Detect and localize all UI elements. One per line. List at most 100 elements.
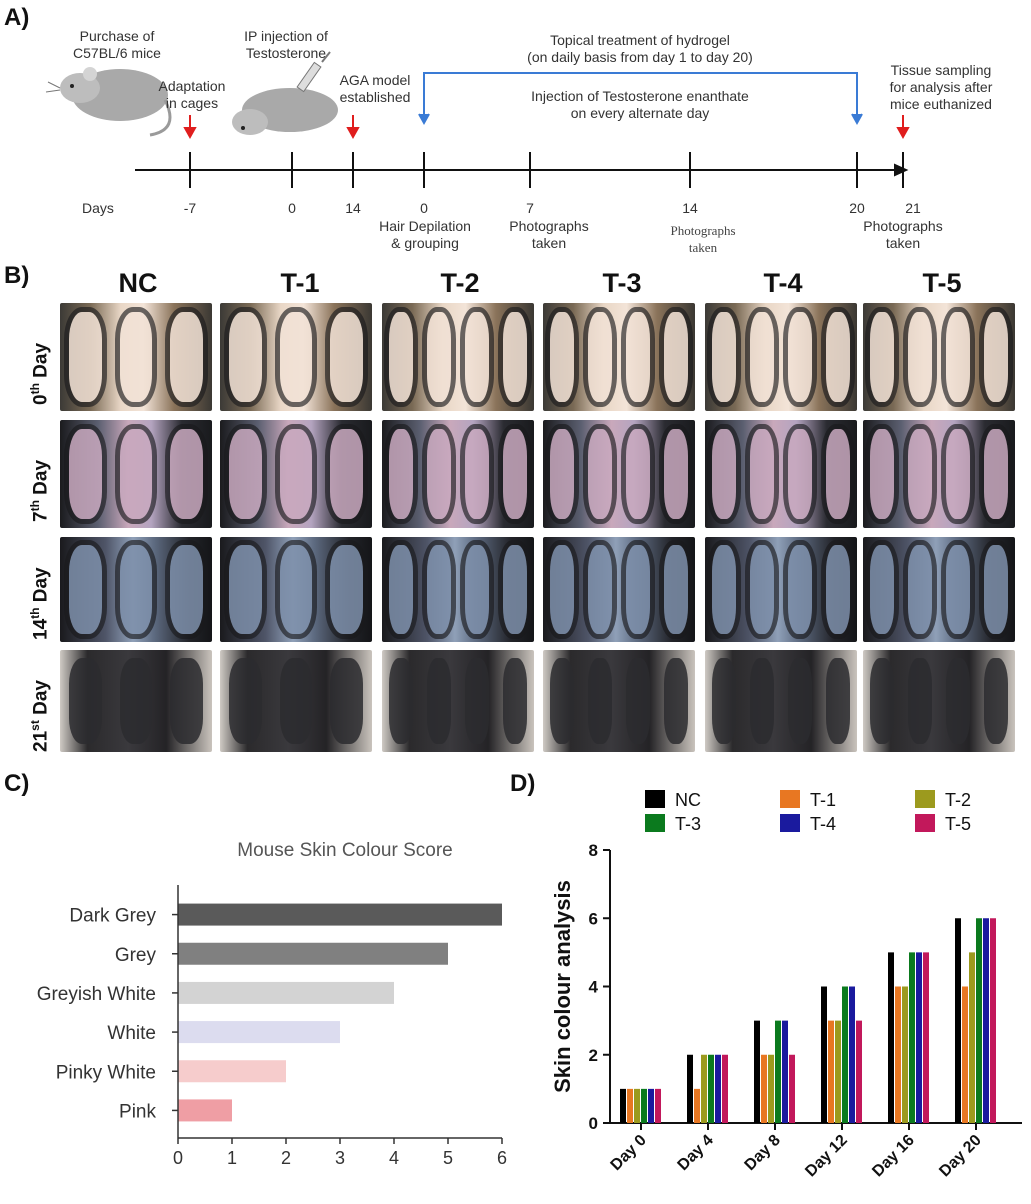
mouse-figure (502, 658, 528, 744)
category-label: Day 20 (936, 1132, 985, 1181)
legend-swatch (915, 814, 935, 832)
tick-label: 6 (589, 909, 598, 928)
mouse-photo (863, 650, 1015, 752)
tick-label: 5 (443, 1148, 453, 1168)
bar (722, 1054, 728, 1123)
mouse-figure (663, 428, 689, 520)
mouse-figure (983, 311, 1009, 403)
mouse-figure (625, 658, 651, 744)
bar (708, 1054, 714, 1123)
mouse-figure (229, 311, 262, 403)
bar (178, 942, 448, 965)
tick-label: 1 (227, 1148, 237, 1168)
bar (701, 1054, 707, 1123)
mouse-photo (60, 650, 212, 752)
mouse-photo (543, 650, 695, 752)
bar (955, 918, 961, 1123)
tick-label: 0 (420, 200, 428, 216)
mouse-figure (625, 545, 651, 634)
bar (821, 986, 827, 1123)
mouse-figure (464, 428, 490, 520)
mouse-figure (279, 311, 313, 403)
mouse-figure (119, 428, 153, 520)
mouse-figure (787, 545, 813, 634)
mouse-photo (220, 650, 372, 752)
mouse-injection-illustration (232, 51, 338, 135)
mouse-figure (69, 545, 102, 634)
mouse-figure (983, 545, 1009, 634)
mouse-figure (869, 428, 895, 520)
mouse-photo (863, 303, 1015, 411)
mouse-figure (945, 311, 971, 403)
mouse-figure (907, 311, 933, 403)
mouse-photo (382, 303, 534, 411)
mouse-figure (869, 658, 895, 744)
bar (641, 1088, 647, 1123)
mouse-figure (787, 311, 813, 403)
mouse-photo (220, 303, 372, 411)
legend-label: T-3 (675, 814, 701, 834)
mouse-figure (711, 428, 737, 520)
mouse-figure (663, 658, 689, 744)
legend-label: NC (675, 790, 701, 810)
panel-a-label: A) (4, 4, 30, 31)
bar (782, 1020, 788, 1123)
bar (627, 1088, 633, 1123)
mouse-figure (426, 428, 452, 520)
bar (983, 918, 989, 1123)
panel-b-label: B) (4, 262, 30, 289)
purchase-text: Purchase of C57BL/6 mice (73, 28, 161, 61)
mouse-figure (464, 545, 490, 634)
days-label: Days (82, 200, 114, 216)
mouse-photo (60, 420, 212, 528)
legend-swatch (780, 814, 800, 832)
testosterone-enanthate-text: Injection of Testosterone enanthate on ev… (531, 88, 749, 121)
panel-d-label: D) (510, 770, 536, 797)
category-label: Day 16 (869, 1132, 918, 1181)
bar (178, 903, 502, 926)
mouse-figure (464, 311, 490, 403)
mouse-figure (426, 658, 452, 744)
mouse-figure (502, 428, 528, 520)
bar (694, 1088, 700, 1123)
mouse-figure (119, 311, 153, 403)
bar (655, 1088, 661, 1123)
mouse-figure (749, 311, 775, 403)
tick-label: 4 (389, 1148, 399, 1168)
category-label: Day 4 (675, 1132, 717, 1174)
y-axis-label: Skin colour analysis (550, 880, 575, 1093)
mouse-figure (711, 311, 737, 403)
photographs-day21-text: Photographs taken (863, 218, 943, 251)
tick-label: 4 (589, 978, 599, 997)
mouse-figure (119, 545, 153, 634)
mouse-figure (907, 545, 933, 634)
red-arrow-icons (183, 115, 910, 140)
topical-treatment-text: Topical treatment of hydrogel (on daily b… (527, 32, 753, 65)
mouse-figure (426, 545, 452, 634)
photographs-day7-text: Photographs taken (509, 218, 589, 251)
tick-label: 3 (335, 1148, 345, 1168)
bar (178, 1099, 232, 1122)
mouse-figure (170, 311, 203, 403)
mouse-figure (749, 428, 775, 520)
panel-c-label: C) (4, 770, 30, 797)
mouse-figure (69, 311, 102, 403)
bar (768, 1054, 774, 1123)
mouse-figure (711, 545, 737, 634)
mouse-figure (945, 545, 971, 634)
bar (976, 918, 982, 1123)
group-header-nc: NC (118, 268, 158, 298)
tick-label: 21 (905, 200, 921, 216)
mouse-photo (60, 537, 212, 642)
mouse-photo (220, 537, 372, 642)
photographs-day14-text: Photographs taken (670, 223, 736, 255)
mouse-figure (330, 658, 363, 744)
category-label: Pink (119, 1101, 156, 1122)
category-label: Dark Grey (69, 906, 156, 927)
bar (789, 1054, 795, 1123)
bar (990, 918, 996, 1123)
tissue-sampling-text: Tissue sampling for analysis after mice eu… (889, 62, 993, 112)
mouse-figure (229, 658, 262, 744)
mouse-figure (663, 311, 689, 403)
aga-model-text: AGA model established (339, 72, 411, 105)
